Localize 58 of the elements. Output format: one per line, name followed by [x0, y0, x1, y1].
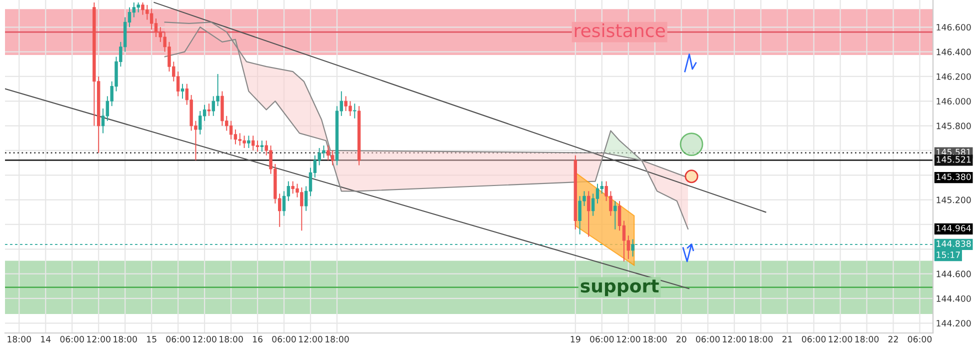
band-label: resistance [574, 23, 665, 38]
x-tick-label: 12:00 [722, 336, 746, 342]
x-tick-label: 06:00 [272, 336, 296, 342]
ref-line-label: 144.838 [936, 240, 971, 247]
x-tick-label: 18:00 [8, 336, 31, 342]
candlestick [150, 8, 154, 30]
candlestick [247, 135, 250, 148]
candlestick [229, 120, 233, 140]
x-tick-label: 16 [252, 336, 262, 342]
x-tick-label: 06:00 [908, 336, 932, 342]
y-tick-label: 145.800 [936, 122, 971, 130]
text: 144.964 [936, 224, 971, 232]
y-tick-label: 145.200 [936, 196, 971, 204]
x-tick-label: 18:00 [749, 336, 773, 342]
candlestick [207, 103, 211, 116]
ref-line-label: 145.521 [936, 156, 971, 163]
x-tick-label: 12:00 [828, 336, 852, 342]
candlestick [330, 150, 334, 166]
candlestick [234, 129, 238, 145]
band-label: support [580, 280, 659, 296]
x-tick-label: 18:00 [114, 336, 137, 342]
candlestick [326, 145, 330, 161]
x-tick-label: 22 [888, 336, 898, 342]
x-tick-label: 18:00 [643, 336, 667, 342]
x-tick-label: 19 [570, 336, 580, 342]
x-tick-label: 06:00 [590, 336, 614, 342]
ref-line-label: 145.581 [936, 148, 971, 156]
x-tick-label: 06:00 [166, 336, 190, 342]
y-tick-label: 144.600 [936, 270, 971, 278]
x-tick-label: 20 [676, 336, 686, 342]
y-tick-label: 146.600 [936, 24, 971, 31]
candlestick [252, 135, 255, 151]
x-tick-label: 15 [147, 336, 156, 342]
x-tick-label: 14 [41, 336, 51, 342]
x-tick-label: 12:00 [87, 336, 110, 342]
y-tick-label: 144.200 [936, 320, 971, 327]
candlestick [353, 103, 356, 119]
y-tick-label: 144.400 [936, 295, 971, 302]
x-tick-label: 18:00 [220, 336, 243, 342]
x-tick-label: 18:00 [326, 336, 349, 342]
x-tick-label: 06:00 [802, 336, 826, 342]
y-tick-label: 146.000 [936, 98, 971, 105]
x-tick-label: 06:00 [696, 336, 720, 342]
x-tick-label: 18:00 [855, 336, 879, 342]
candlestick [136, 2, 140, 13]
candlestick [180, 83, 184, 100]
text: 15:17 [936, 252, 960, 258]
text: 145.380 [936, 174, 971, 180]
x-tick-label: 12:00 [616, 336, 640, 342]
candlestick [256, 140, 260, 152]
candlestick [198, 110, 202, 135]
x-tick-label: 06:00 [60, 336, 84, 342]
y-tick-label: 146.200 [936, 73, 971, 80]
x-tick-label: 12:00 [299, 336, 322, 342]
x-tick-label: 21 [782, 336, 792, 342]
x-tick-label: 12:00 [193, 336, 216, 342]
y-tick-label: 146.400 [936, 48, 971, 56]
candlestick [260, 140, 264, 152]
